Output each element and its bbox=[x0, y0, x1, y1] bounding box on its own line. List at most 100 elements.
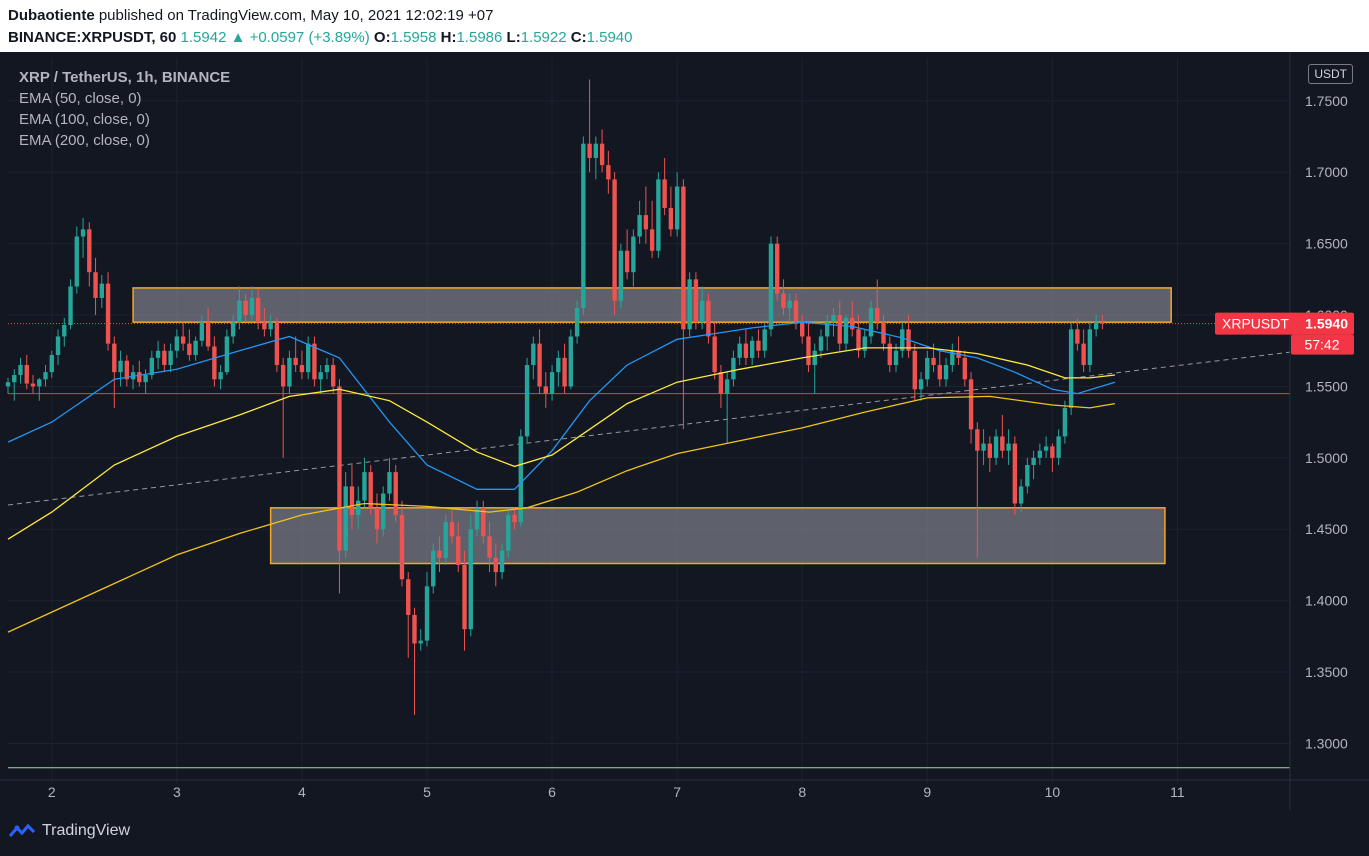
candle-body bbox=[668, 207, 674, 230]
candle-body bbox=[1087, 329, 1093, 366]
candle-body bbox=[381, 493, 386, 530]
chart-pane[interactable]: 1.30001.35001.40001.45001.50001.55001.60… bbox=[0, 52, 1369, 810]
candle-body bbox=[462, 564, 467, 630]
candle-body bbox=[487, 536, 492, 558]
candle-body bbox=[431, 550, 436, 587]
candle-body bbox=[562, 357, 567, 387]
candle-body bbox=[362, 472, 367, 501]
candle-body bbox=[481, 507, 486, 537]
candle-body bbox=[43, 372, 48, 380]
candle-body bbox=[981, 443, 986, 451]
candle-body bbox=[762, 329, 767, 351]
candle-body bbox=[368, 472, 373, 508]
candle-body bbox=[656, 179, 661, 251]
grid-lines bbox=[8, 58, 1290, 784]
candle-body bbox=[918, 379, 924, 390]
candle-body bbox=[387, 472, 392, 494]
price-tag-value: 1.5940 bbox=[1305, 316, 1348, 332]
candle-body bbox=[581, 143, 586, 308]
candles-layer bbox=[5, 79, 1290, 715]
candle-body bbox=[474, 507, 480, 530]
candle-body bbox=[55, 336, 61, 356]
candle-body bbox=[499, 550, 505, 573]
published-text: published on TradingView.com, May 10, 20… bbox=[98, 7, 494, 24]
candle-body bbox=[787, 300, 792, 308]
high-label: H: bbox=[440, 29, 457, 46]
candle-body bbox=[237, 300, 242, 323]
candle-body bbox=[168, 350, 173, 366]
candle-body bbox=[587, 143, 592, 158]
candle-body bbox=[568, 336, 574, 387]
legend-ema100[interactable]: EMA (100, close, 0) bbox=[19, 111, 150, 128]
candle-body bbox=[768, 243, 774, 330]
candle-body bbox=[975, 429, 980, 451]
candle-body bbox=[662, 179, 667, 208]
candle-body bbox=[712, 336, 717, 373]
y-tick-label: 1.4000 bbox=[1305, 593, 1348, 609]
candle-body bbox=[856, 329, 861, 351]
candle-body bbox=[618, 250, 624, 301]
candle-body bbox=[118, 360, 123, 373]
candle-body bbox=[837, 315, 842, 344]
candle-body bbox=[968, 379, 974, 430]
candle-body bbox=[37, 379, 42, 387]
candle-body bbox=[1006, 443, 1011, 451]
candle-body bbox=[793, 300, 799, 323]
candle-body bbox=[68, 286, 73, 326]
horizontal-lines bbox=[8, 393, 1290, 769]
candle-body bbox=[293, 357, 298, 366]
legend-ema50[interactable]: EMA (50, close, 0) bbox=[19, 90, 142, 107]
candle-body bbox=[205, 322, 211, 347]
candle-body bbox=[887, 343, 892, 366]
candle-body bbox=[449, 522, 455, 537]
candle-body bbox=[1050, 446, 1055, 458]
candle-body bbox=[993, 436, 999, 458]
x-tick-label: 7 bbox=[673, 784, 681, 800]
candle-body bbox=[631, 236, 636, 273]
candle-body bbox=[1018, 486, 1024, 504]
candle-body bbox=[574, 307, 580, 337]
candle-body bbox=[105, 283, 111, 344]
candle-body bbox=[493, 557, 498, 573]
tradingview-logo[interactable]: TradingView bbox=[8, 822, 130, 840]
candle-body bbox=[5, 382, 11, 387]
y-tick-label: 1.5500 bbox=[1305, 378, 1348, 394]
y-tick-label: 1.6500 bbox=[1305, 236, 1348, 252]
candle-body bbox=[900, 329, 905, 351]
x-tick-label: 4 bbox=[298, 784, 306, 800]
candle-body bbox=[706, 300, 711, 337]
candle-body bbox=[937, 365, 942, 380]
candle-body bbox=[437, 550, 442, 558]
candle-body bbox=[1031, 457, 1036, 465]
candle-body bbox=[280, 365, 286, 387]
y-tick-label: 1.5000 bbox=[1305, 450, 1348, 466]
candle-body bbox=[356, 500, 361, 515]
x-tick-label: 8 bbox=[798, 784, 806, 800]
candle-body bbox=[331, 365, 336, 387]
price-chart[interactable]: 1.30001.35001.40001.45001.50001.55001.60… bbox=[0, 52, 1369, 810]
tradingview-logo-icon bbox=[8, 823, 36, 837]
price-tag-layer: XRPUSDT 1.5940 57:42 bbox=[1215, 312, 1354, 355]
x-tick-label: 3 bbox=[173, 784, 181, 800]
candle-body bbox=[556, 357, 561, 373]
price-tag-symbol: XRPUSDT bbox=[1222, 316, 1289, 332]
publication-header: Dubaotiente published on TradingView.com… bbox=[0, 0, 1369, 52]
candle-body bbox=[1025, 464, 1030, 487]
publication-info: Dubaotiente published on TradingView.com… bbox=[8, 7, 493, 24]
legend-ema200[interactable]: EMA (200, close, 0) bbox=[19, 132, 150, 149]
candle-body bbox=[193, 340, 198, 356]
candle-body bbox=[506, 514, 511, 551]
currency-button[interactable]: USDT bbox=[1308, 64, 1353, 84]
countdown-box bbox=[1291, 334, 1354, 355]
author-name[interactable]: Dubaotiente bbox=[8, 7, 95, 24]
candle-body bbox=[212, 346, 217, 380]
candle-body bbox=[1093, 322, 1099, 330]
symbol-quote: BINANCE:XRPUSDT, 60 1.5942 ▲ +0.0597 (+3… bbox=[8, 29, 632, 46]
x-tick-label: 6 bbox=[548, 784, 556, 800]
candle-body bbox=[674, 186, 680, 230]
candle-body bbox=[393, 472, 398, 515]
axes-layer: 1.30001.35001.40001.45001.50001.55001.60… bbox=[0, 52, 1369, 810]
candle-body bbox=[850, 317, 855, 330]
candle-body bbox=[443, 522, 448, 558]
low-label: L: bbox=[506, 29, 521, 46]
